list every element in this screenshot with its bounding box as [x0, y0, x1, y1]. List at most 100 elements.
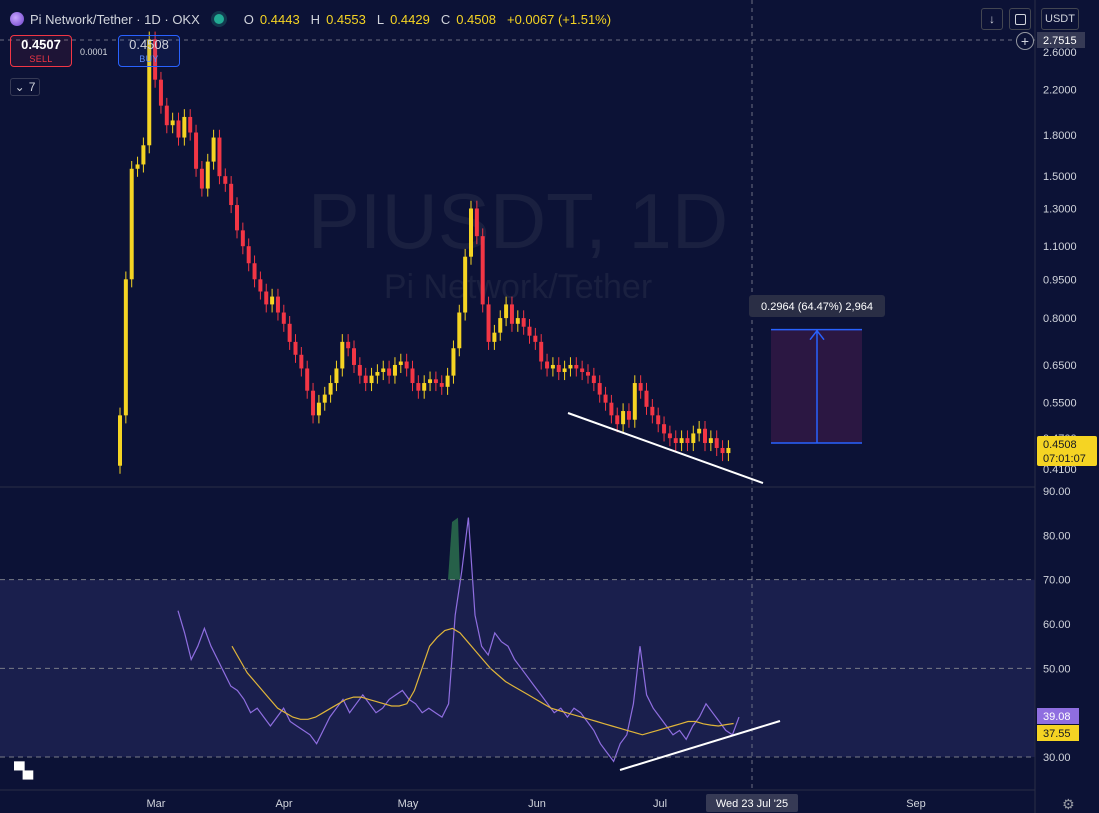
candle-body: [545, 361, 550, 369]
candle: [451, 340, 456, 384]
price-tick-label: 1.5000: [1043, 171, 1077, 183]
rsi-tick-label: 70.00: [1043, 575, 1071, 587]
candle-body: [492, 332, 497, 342]
price-tick-label: 0.5500: [1043, 398, 1077, 410]
candle: [480, 228, 485, 313]
candle: [615, 407, 620, 433]
candle-body: [720, 447, 725, 454]
candle: [621, 403, 626, 433]
candle-body: [626, 411, 631, 420]
change-value: +0.0067 (+1.51%): [506, 11, 612, 27]
candle: [316, 394, 321, 424]
candle-body: [527, 326, 532, 336]
candle: [264, 283, 269, 313]
buy-button[interactable]: 0.4508 BUY: [118, 35, 180, 67]
price-tick-label: 2.2000: [1043, 85, 1077, 97]
candle-body: [486, 304, 491, 342]
candle-body: [352, 348, 356, 365]
candle-body: [275, 296, 280, 313]
candle-body: [685, 438, 690, 444]
indicators-toggle-button[interactable]: ⌄ 7: [10, 78, 40, 96]
price-tick-label: 1.1000: [1043, 241, 1077, 253]
candle-body: [305, 368, 310, 391]
candle-body: [392, 364, 397, 376]
candle-body: [141, 145, 146, 165]
candle: [404, 353, 409, 377]
fullscreen-button[interactable]: [1009, 8, 1031, 30]
candle: [726, 440, 731, 462]
candle: [703, 420, 707, 452]
crosshair-price-box: [1037, 32, 1085, 48]
rsi-line: [177, 517, 740, 763]
current-price-label: 0.4508: [1043, 439, 1077, 451]
candle: [346, 334, 351, 357]
candle: [229, 176, 234, 214]
candle: [527, 318, 532, 344]
candle: [275, 288, 280, 321]
symbol-title[interactable]: Pi Network/Tether · 1D · OKX: [30, 11, 200, 27]
candle-body: [550, 364, 555, 369]
price-tick-label: 2.6000: [1043, 47, 1077, 59]
time-tick-label: Sep: [906, 798, 926, 810]
candle-body: [147, 39, 152, 146]
candle-body: [539, 341, 544, 362]
candle: [416, 375, 421, 399]
candle-body: [644, 390, 649, 407]
low-value: 0.4429: [390, 11, 430, 27]
candle-body: [194, 132, 199, 169]
candle: [164, 97, 169, 134]
candle: [246, 238, 251, 272]
candle: [691, 425, 696, 452]
symbol-header: Pi Network/Tether · 1D · OKX O 0.4443 H 0.…: [10, 8, 611, 30]
crosshair-date-label: Wed 23 Jul '25: [716, 798, 788, 810]
candle: [697, 420, 702, 442]
candle-body: [726, 447, 731, 454]
candle-body: [586, 372, 590, 376]
candle: [293, 334, 298, 363]
candle-body: [428, 379, 433, 384]
candle: [398, 353, 403, 374]
download-button[interactable]: ↓: [981, 8, 1003, 30]
measure-label: 0.2964 (64.47%) 2,964: [761, 301, 873, 313]
candle-body: [463, 256, 468, 313]
candle-body: [328, 383, 333, 395]
close-value: 0.4508: [456, 11, 496, 27]
candle: [387, 360, 392, 384]
candle: [129, 161, 134, 288]
plus-icon: +: [1020, 33, 1030, 49]
candle-body: [199, 168, 204, 189]
candle: [322, 386, 327, 411]
candle-body: [258, 279, 263, 292]
market-open-icon: [213, 14, 224, 24]
candle-body: [714, 438, 719, 448]
candle: [381, 360, 386, 381]
candle: [188, 109, 193, 141]
rsi-tick-label: 30.00: [1043, 752, 1071, 764]
currency-select[interactable]: USDT: [1041, 8, 1079, 30]
price-tick-label: 0.6500: [1043, 360, 1077, 372]
candle: [170, 112, 175, 134]
candle-body: [293, 341, 298, 355]
fullscreen-icon: [1014, 13, 1026, 25]
add-price-button[interactable]: +: [1016, 32, 1034, 50]
candle-body: [422, 383, 427, 391]
sell-button[interactable]: 0.4507 SELL: [10, 35, 72, 67]
candle: [205, 153, 210, 197]
candle: [638, 375, 643, 399]
candle: [135, 156, 140, 177]
rsi-value-tag: [1037, 708, 1079, 724]
candle: [305, 360, 310, 399]
rsi-tick-label: 60.00: [1043, 619, 1071, 631]
candle: [509, 296, 514, 332]
gear-icon[interactable]: ⚙: [1062, 796, 1075, 812]
candle: [609, 394, 614, 424]
candle-body: [235, 205, 239, 231]
candle: [463, 248, 468, 321]
candle: [392, 357, 397, 384]
candle: [586, 364, 590, 384]
chevron-down-icon: ⌄: [14, 80, 25, 94]
candle-body: [205, 161, 210, 189]
time-tick-label: Jun: [528, 798, 546, 810]
measure-arrow-head: [809, 329, 825, 341]
